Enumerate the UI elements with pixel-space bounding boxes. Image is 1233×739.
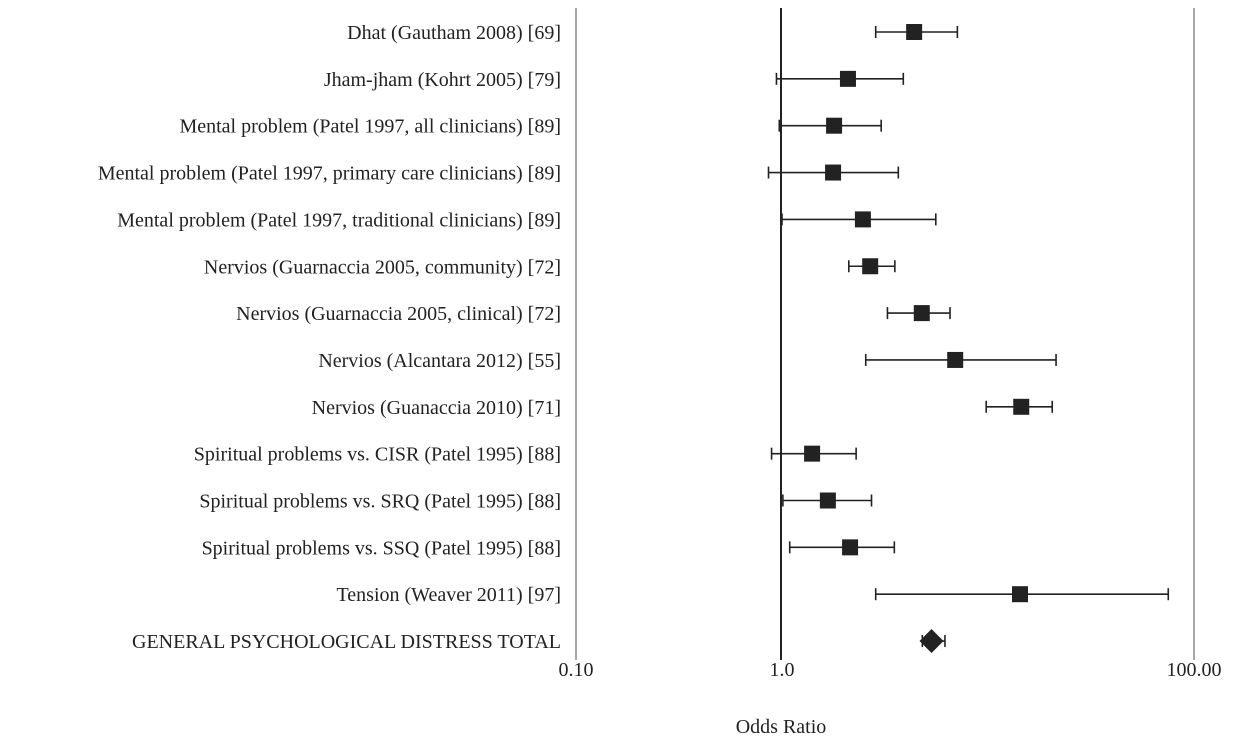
point-estimate-square bbox=[906, 24, 923, 40]
point-estimate-square bbox=[913, 305, 930, 322]
row-label: Nervios (Guarnaccia 2005, clinical) [72] bbox=[236, 303, 561, 325]
row-label: Nervios (Alcantara 2012) [55] bbox=[318, 350, 561, 372]
row-label: Nervios (Guanaccia 2010) [71] bbox=[312, 397, 561, 419]
row-label: GENERAL PSYCHOLOGICAL DISTRESS TOTAL bbox=[132, 631, 561, 653]
row-label: Mental problem (Patel 1997, all clinicia… bbox=[179, 116, 561, 138]
x-tick-label: 0.10 bbox=[559, 659, 594, 681]
x-axis-ticks: 0.10 1.0 100.00 bbox=[559, 659, 1222, 681]
row-label: Tension (Weaver 2011) [97] bbox=[336, 584, 561, 606]
row-marks bbox=[767, 24, 1170, 654]
point-estimate-square bbox=[862, 258, 879, 275]
row-labels: Dhat (Gautham 2008) [69] Jham-jham (Kohrt… bbox=[98, 22, 561, 653]
x-axis-title: Odds Ratio bbox=[736, 716, 827, 738]
point-estimate-square bbox=[839, 70, 856, 87]
row-label: Nervios (Guarnaccia 2005, community) [72… bbox=[204, 256, 561, 278]
pooled-estimate-diamond bbox=[919, 629, 944, 654]
point-estimate-square bbox=[1013, 398, 1030, 415]
point-estimate-square bbox=[825, 164, 842, 181]
row-label: Jham-jham (Kohrt 2005) [79] bbox=[324, 69, 561, 91]
point-estimate-square bbox=[854, 211, 871, 228]
row-label: Mental problem (Patel 1997, traditional … bbox=[117, 209, 561, 231]
point-estimate-square bbox=[826, 117, 843, 134]
point-estimate-square bbox=[819, 492, 836, 509]
x-tick-label: 100.00 bbox=[1167, 659, 1222, 681]
x-tick-label: 1.0 bbox=[770, 659, 795, 681]
row-label: Mental problem (Patel 1997, primary care… bbox=[98, 163, 561, 185]
point-estimate-square bbox=[842, 539, 859, 556]
point-estimate-square bbox=[804, 445, 821, 462]
row-label: Spiritual problems vs. CISR (Patel 1995)… bbox=[194, 444, 561, 466]
row-label: Spiritual problems vs. SRQ (Patel 1995) … bbox=[199, 491, 561, 513]
row-label: Spiritual problems vs. SSQ (Patel 1995) … bbox=[202, 537, 561, 559]
point-estimate-square bbox=[1011, 586, 1028, 603]
row-label: Dhat (Gautham 2008) [69] bbox=[347, 22, 561, 44]
point-estimate-square bbox=[947, 351, 964, 368]
